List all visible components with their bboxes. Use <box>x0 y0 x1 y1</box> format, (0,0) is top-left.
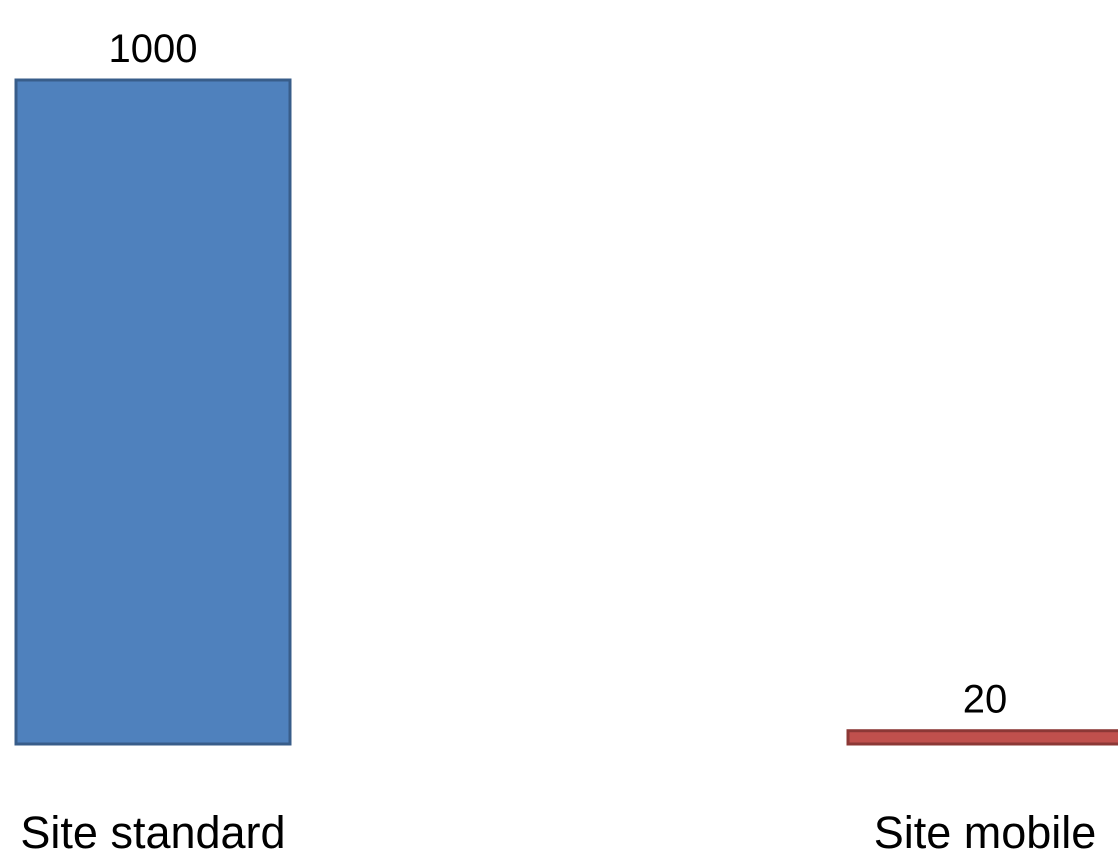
bar-site-standard <box>14 78 292 746</box>
plot-area: 1000 Site standard 20 Site mobile <box>14 27 1118 858</box>
data-label-site-standard: 1000 <box>109 27 198 71</box>
category-label-site-standard: Site standard <box>20 807 285 858</box>
category-label-site-mobile: Site mobile <box>874 807 1097 858</box>
data-label-site-mobile: 20 <box>963 678 1008 722</box>
bar-site-mobile <box>846 729 1118 746</box>
